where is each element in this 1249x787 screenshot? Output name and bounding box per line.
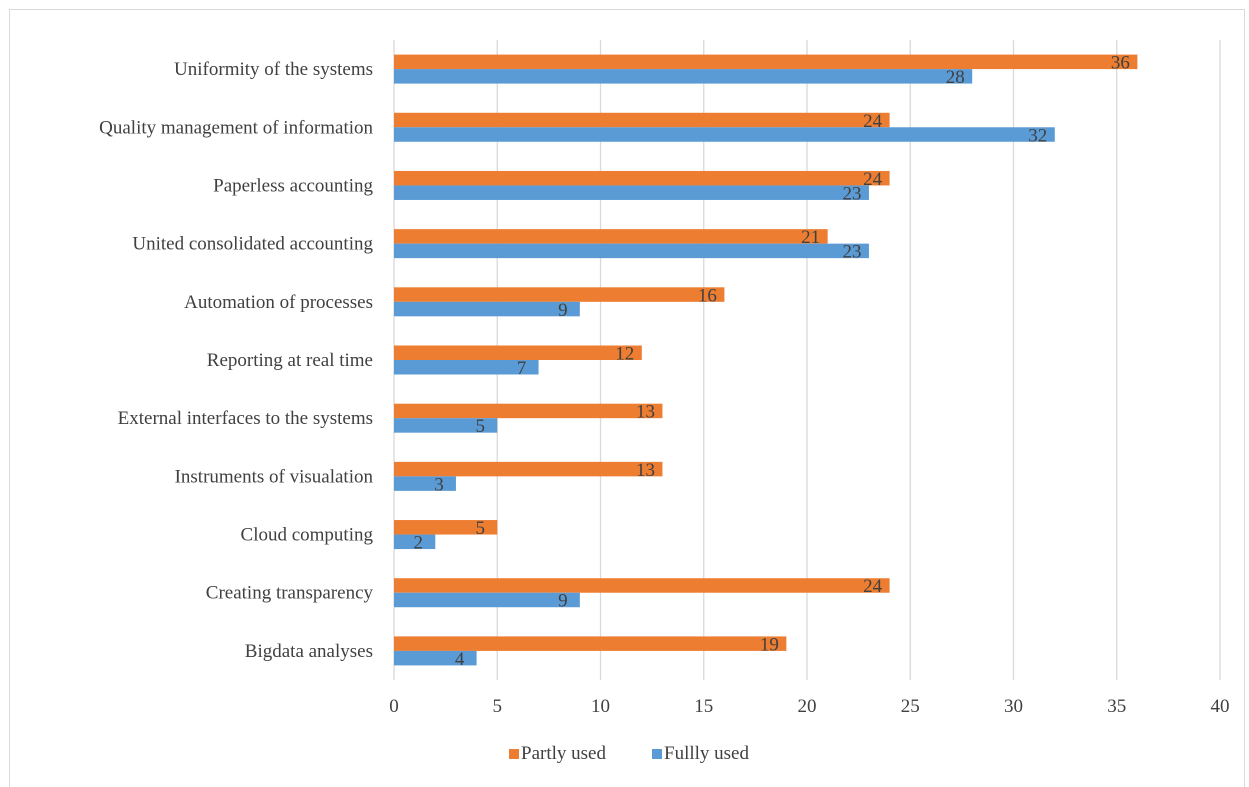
bar-partly [394,229,828,244]
x-tick-label: 10 [591,696,610,717]
data-label: 23 [842,242,861,263]
data-label: 5 [476,416,486,437]
data-label: 23 [842,183,861,204]
bar-partly [394,170,890,186]
x-tick-label: 0 [389,696,399,717]
data-label: 24 [863,576,883,597]
bar-partly [394,520,498,535]
legend-label-partly: Partly used [521,743,606,764]
category-label: United consolidated accounting [132,234,373,255]
bar-fully [394,418,498,433]
bar-fully [394,243,869,259]
bar-partly [394,112,890,128]
bar-fully [394,534,436,550]
x-tick-label: 15 [694,696,713,717]
category-label: Bigdata analyses [245,641,373,662]
category-label: External interfaces to the systems [118,408,373,429]
x-tick-label: 35 [1107,696,1126,717]
data-label: 9 [558,300,568,321]
category-label: Cloud computing [241,525,374,546]
category-label: Quality management of information [99,117,373,138]
bar-fully [394,650,477,666]
data-label: 5 [476,518,486,539]
data-label: 21 [801,227,820,248]
category-label: Creating transparency [206,583,374,604]
bar-partly [394,54,1138,70]
bar-partly [394,287,725,302]
category-label: Uniformity of the systems [174,59,373,80]
data-label: 24 [863,169,883,190]
data-label: 7 [517,358,527,379]
data-label: 36 [1111,53,1130,74]
legend-swatch-fully [652,749,662,759]
x-tick-label: 40 [1211,696,1230,717]
category-label: Reporting at real time [207,350,373,371]
data-label: 9 [558,591,568,612]
bar-fully [394,360,539,375]
x-tick-label: 25 [901,696,920,717]
bar-fully [394,476,456,491]
bar-partly [394,345,642,360]
bar-fully [394,69,973,84]
legend-swatch-partly [509,749,519,759]
bar-partly [394,578,890,593]
x-tick-label: 5 [493,696,503,717]
data-label: 13 [636,402,655,423]
category-label: Paperless accounting [213,175,373,196]
data-label: 13 [636,460,655,481]
bar-fully [394,592,580,608]
data-label: 19 [760,634,779,655]
bar-fully [394,127,1055,142]
data-label: 24 [863,111,883,132]
bar-fully [394,301,580,317]
category-label: Instruments of visualation [175,466,374,487]
x-tick-label: 30 [1004,696,1023,717]
data-label: 2 [414,533,424,554]
bar-fully [394,185,869,200]
data-label: 16 [698,285,717,306]
data-label: 4 [455,649,465,670]
bar-partly [394,403,663,419]
data-label: 32 [1028,125,1047,146]
data-label: 28 [946,67,965,88]
bar-partly [394,461,663,477]
x-tick-label: 20 [798,696,817,717]
bar-partly [394,636,787,651]
category-label: Automation of processes [184,292,373,313]
data-label: 3 [434,474,444,495]
data-label: 12 [615,344,634,365]
legend-label-fully: Fullly used [664,743,749,764]
